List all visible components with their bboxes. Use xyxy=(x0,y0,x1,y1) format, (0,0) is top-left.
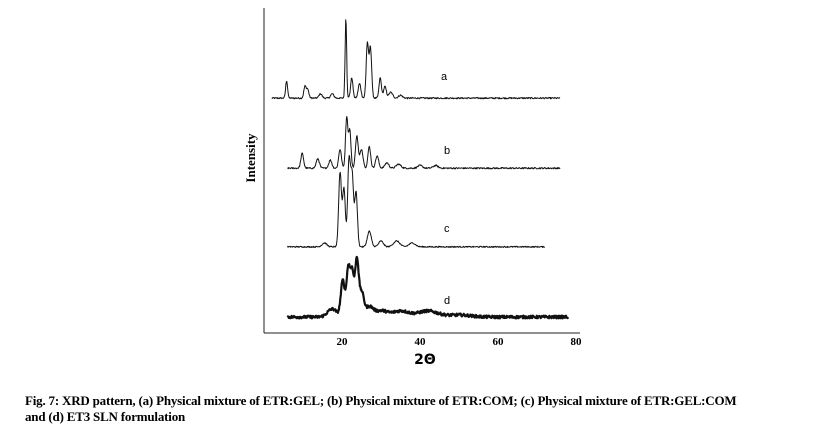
caption-line-1: Fig. 7: XRD pattern, (a) Physical mixtur… xyxy=(25,393,737,408)
labels-layer: 20 40 60 80 2Θ Intensity a b c d xyxy=(243,71,582,368)
chart-axes xyxy=(263,8,580,334)
x-tick-label: 60 xyxy=(493,336,505,348)
series-trace-a xyxy=(271,19,561,100)
series-trace-d xyxy=(286,255,570,320)
xrd-chart: 20 40 60 80 2Θ Intensity a b c d xyxy=(243,8,582,368)
x-tick-label: 20 xyxy=(337,336,349,348)
series-label-a: a xyxy=(441,71,448,83)
series-trace-c xyxy=(286,154,546,248)
y-axis-label: Intensity xyxy=(243,133,258,183)
series-label-c: c xyxy=(444,223,450,235)
series-label-d: d xyxy=(444,295,450,307)
x-axis-label: 2Θ xyxy=(414,352,436,368)
series-label-b: b xyxy=(444,145,450,157)
caption-line-2: and (d) ET3 SLN formulation xyxy=(25,409,186,424)
series-layer xyxy=(271,19,570,320)
figure-caption: Fig. 7: XRD pattern, (a) Physical mixtur… xyxy=(25,393,815,425)
x-tick-label: 40 xyxy=(415,336,427,348)
series-trace-b xyxy=(287,116,561,170)
x-tick-label: 80 xyxy=(571,336,583,348)
